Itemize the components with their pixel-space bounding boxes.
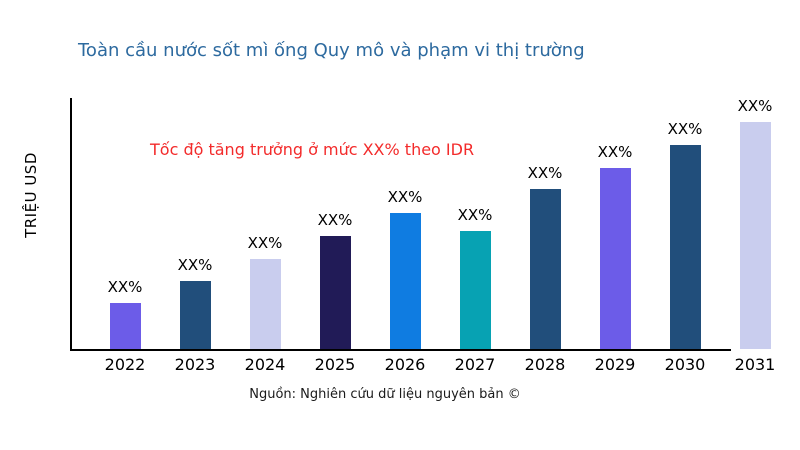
x-tick-label-2030: 2030 [664,355,706,374]
bar-value-label-2030: XX% [667,120,703,138]
bar-2031 [739,122,771,349]
bar-2025 [319,236,351,349]
x-tick-label-2029: 2029 [594,355,636,374]
bar-value-label-2031: XX% [737,97,773,115]
growth-rate-annotation: Tốc độ tăng trưởng ở mức XX% theo IDR [150,140,475,159]
x-tick-label-2025: 2025 [314,355,356,374]
bar-value-label-2023: XX% [177,256,213,274]
x-axis-line [70,349,731,351]
bar-value-label-2025: XX% [317,211,353,229]
x-tick-label-2022: 2022 [104,355,146,374]
bar-value-label-2024: XX% [247,234,283,252]
bar-2028 [529,189,561,349]
bar-2023 [179,281,211,349]
chart-title: Toàn cầu nước sốt mì ống Quy mô và phạm … [78,40,585,61]
x-tick-label-2027: 2027 [454,355,496,374]
bar-2026 [389,213,421,349]
x-tick-label-2028: 2028 [524,355,566,374]
x-tick-label-2024: 2024 [244,355,286,374]
bar-2029 [599,168,631,349]
bar-value-label-2022: XX% [107,278,143,296]
bar-value-label-2027: XX% [457,206,493,224]
x-tick-label-2023: 2023 [174,355,216,374]
bar-value-label-2028: XX% [527,164,563,182]
bar-value-label-2026: XX% [387,188,423,206]
bar-value-label-2029: XX% [597,143,633,161]
y-axis-label: TRIỆU USD [22,152,40,238]
source-note: Nguồn: Nghiên cứu dữ liệu nguyên bản © [249,387,521,402]
bar-2030 [669,145,701,349]
x-tick-label-2031: 2031 [734,355,776,374]
bar-2027 [459,231,491,349]
bar-2024 [249,259,281,349]
y-axis-line [70,98,72,351]
bar-2022 [109,303,141,349]
x-tick-label-2026: 2026 [384,355,426,374]
